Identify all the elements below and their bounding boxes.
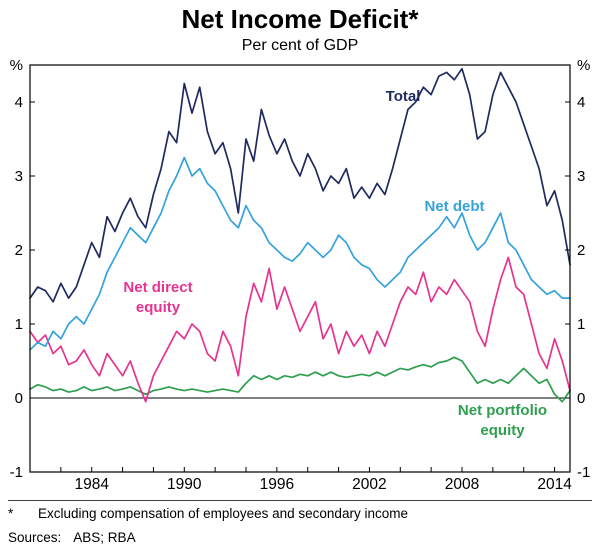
series-label-net-direct-equity: Net direct equity: [123, 279, 193, 316]
footnote-marker: *: [8, 506, 14, 521]
y-axis-label-right: 2: [577, 242, 585, 259]
series-label-total: Total: [385, 88, 421, 105]
series-label-net-debt: Net debt: [424, 198, 485, 215]
y-axis-label-right: 1: [577, 316, 585, 333]
y-axis-label-right: 0: [577, 390, 585, 407]
footnote: * Excluding compensation of employees an…: [0, 506, 592, 521]
series-line-net-portfolio-equity: [29, 356, 571, 403]
y-axis-label-left: 1: [15, 316, 23, 333]
series-line-net-direct-equity: [29, 256, 571, 403]
unit-label-left: %: [10, 57, 23, 74]
y-axis-label-right: -1: [577, 464, 590, 481]
x-axis-label: 2014: [537, 476, 572, 493]
unit-label-right: %: [577, 57, 590, 74]
chart-subtitle: Per cent of GDP: [241, 37, 359, 54]
y-axis-label-right: 3: [577, 168, 585, 185]
sources-line: Sources: ABS; RBA: [8, 530, 136, 545]
series-line-total: [29, 67, 571, 303]
y-axis-label-left: 3: [15, 168, 23, 185]
chart-title: Net Income Deficit*: [181, 4, 419, 34]
series-line-net-debt: [29, 156, 571, 351]
x-axis-label: 1996: [260, 476, 294, 493]
y-axis-label-left: -1: [10, 464, 23, 481]
series-label-net-portfolio-equity: Net portfolio equity: [457, 402, 548, 439]
y-axis-label-left: 4: [15, 94, 23, 111]
x-axis-label: 1990: [167, 476, 202, 493]
x-axis-label: 1984: [74, 476, 109, 493]
y-axis-label-left: 2: [15, 242, 23, 259]
sources-value: ABS; RBA: [73, 530, 136, 545]
footnote-text: Excluding compensation of employees and …: [38, 506, 408, 521]
y-axis-label-right: 4: [577, 94, 585, 111]
plot-border: [29, 64, 571, 473]
x-axis-label: 2008: [445, 476, 479, 493]
y-axis-label-left: 0: [15, 390, 23, 407]
sources-label: Sources:: [8, 530, 62, 545]
x-axis-label: 2002: [352, 476, 386, 493]
